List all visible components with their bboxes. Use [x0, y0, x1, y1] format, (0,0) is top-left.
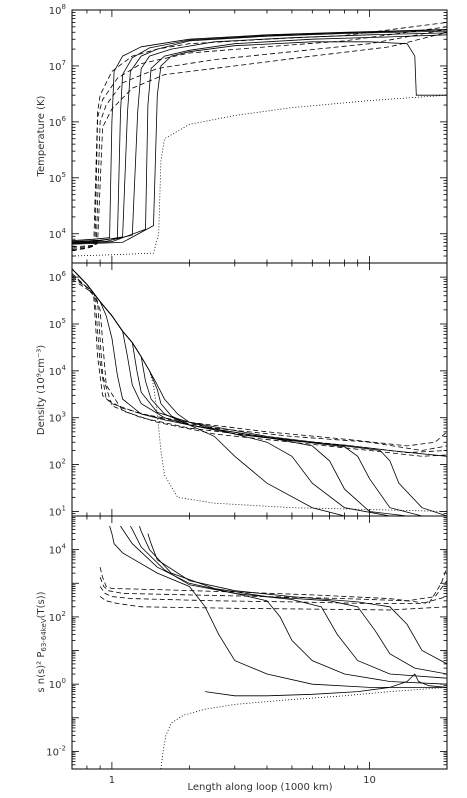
density-ytick-label: 102 — [49, 458, 66, 472]
ytick-label-base: 10 — [49, 613, 62, 624]
ytick-label-exponent: -2 — [59, 744, 66, 752]
emission-series-8 — [99, 586, 448, 604]
density-series-7 — [71, 274, 448, 451]
ytick-label-base: 10 — [49, 320, 62, 331]
temperature-series-group — [71, 22, 448, 257]
emission-ylabel: s n(s)² P63-64keV(T(s)) — [36, 591, 48, 692]
emission-ylabel-main: s n(s)² P — [36, 652, 47, 693]
density-series-9 — [71, 278, 448, 457]
ytick-label-base: 10 — [49, 461, 62, 472]
ytick-label-exponent: 3 — [62, 411, 66, 419]
emission-series-6 — [99, 567, 448, 604]
ytick-label-base: 10 — [49, 367, 62, 378]
density-ytick-label: 103 — [49, 411, 66, 425]
emission-ylabel-sub: 63-64keV — [40, 618, 48, 651]
ytick-label-base: 10 — [49, 174, 62, 185]
ytick-label-exponent: 4 — [62, 227, 67, 235]
ytick-label-base: 10 — [49, 546, 62, 557]
temperature-series-7 — [71, 26, 448, 250]
temperature-ytick-label: 107 — [49, 59, 66, 73]
temperature-ytick-label: 106 — [49, 115, 67, 129]
temperature-series-1 — [71, 29, 448, 243]
ytick-label-base: 10 — [49, 680, 62, 691]
emission-series-9 — [99, 596, 448, 611]
temperature-series-10 — [71, 94, 448, 257]
emission-plot-frame — [71, 515, 448, 770]
density-ytick-label: 104 — [49, 364, 67, 378]
ytick-label-exponent: 4 — [62, 364, 67, 372]
ytick-label-exponent: 0 — [62, 677, 66, 685]
density-series-10 — [71, 268, 448, 512]
ytick-label-base: 10 — [49, 414, 62, 425]
temperature-series-2 — [71, 30, 448, 243]
temperature-series-5 — [71, 41, 447, 245]
emission-ytick-label: 10-2 — [46, 744, 66, 758]
emission-series-1 — [120, 525, 448, 685]
temperature-ytick-label: 104 — [49, 227, 67, 241]
density-series-2 — [71, 268, 390, 517]
ytick-label-exponent: 7 — [62, 59, 66, 67]
temperature-series-9 — [71, 31, 448, 248]
ytick-label-exponent: 2 — [62, 458, 66, 466]
temperature-plot-frame — [71, 9, 448, 264]
ytick-label-exponent: 1 — [62, 504, 66, 512]
emission-ylabel-tail: (T(s)) — [36, 591, 47, 618]
density-plot-frame — [71, 262, 448, 517]
xtick-label: 1 — [109, 775, 115, 786]
ytick-label-exponent: 6 — [62, 115, 67, 123]
ytick-label-base: 10 — [49, 273, 62, 284]
density-ytick-label: 106 — [49, 270, 67, 284]
ytick-label-base: 10 — [49, 230, 62, 241]
ytick-label-base: 10 — [49, 118, 62, 129]
density-ytick-label: 105 — [49, 317, 66, 331]
emission-series-7 — [99, 577, 448, 602]
temperature-series-4 — [71, 34, 448, 244]
density-series-8 — [71, 276, 448, 454]
density-series-5 — [71, 268, 448, 517]
density-series-6 — [71, 273, 448, 447]
xtick-label: 10 — [363, 775, 376, 786]
temperature-series-8 — [71, 29, 448, 249]
ytick-label-exponent: 8 — [62, 3, 66, 11]
emission-series-3 — [139, 525, 448, 675]
temperature-ytick-label: 105 — [49, 171, 66, 185]
temperature-series-0 — [71, 29, 448, 242]
density-series-group — [71, 268, 448, 517]
emission-ytick-label: 100 — [49, 677, 66, 691]
ytick-label-exponent: 5 — [62, 317, 66, 325]
ytick-label-exponent: 2 — [62, 610, 66, 618]
density-series-3 — [71, 268, 408, 517]
emission-series-group — [99, 525, 448, 770]
density-series-4 — [71, 268, 423, 517]
density-series-1 — [71, 268, 345, 517]
temperature-ytick-label: 108 — [49, 3, 66, 17]
emission-series-5 — [205, 673, 448, 697]
emission-ytick-label: 104 — [49, 543, 67, 557]
density-ytick-label: 101 — [49, 504, 66, 518]
ytick-label-base: 10 — [49, 6, 62, 17]
ytick-label-exponent: 4 — [62, 543, 67, 551]
emission-ytick-label: 102 — [49, 610, 66, 624]
emission-series-4 — [147, 533, 448, 665]
ytick-label-exponent: 6 — [62, 270, 67, 278]
ytick-label-base: 10 — [46, 747, 59, 758]
temperature-ylabel: Temperature (K) — [36, 95, 47, 177]
ytick-label-base: 10 — [49, 507, 62, 518]
x-axis-label: Length along loop (1000 km) — [187, 782, 332, 793]
emission-series-10 — [160, 687, 448, 770]
emission-series-0 — [109, 525, 447, 688]
temperature-series-6 — [71, 22, 448, 251]
ytick-label-exponent: 5 — [62, 171, 66, 179]
ytick-label-base: 10 — [49, 62, 62, 73]
density-ylabel: Density (10⁹cm⁻³) — [36, 345, 47, 435]
